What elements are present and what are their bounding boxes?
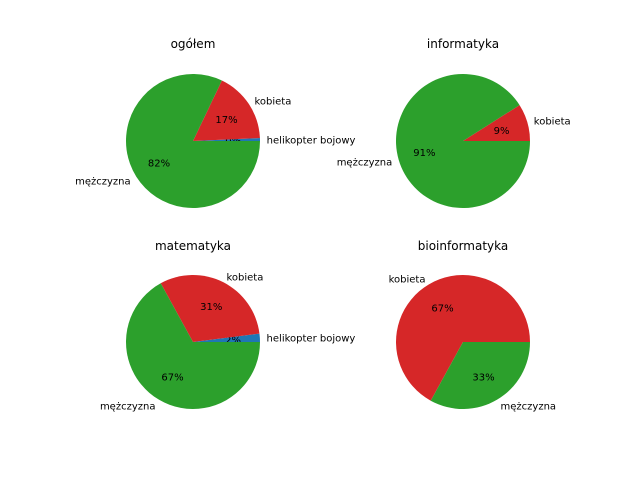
pie-slice	[463, 105, 530, 141]
slice-percent-label: 31%	[200, 302, 222, 313]
pie-chart-2: matematyka helikopter bojowy 2% kobieta 31% m…	[100, 239, 355, 412]
pie-slice	[160, 275, 260, 342]
pie-slice	[396, 275, 530, 401]
slice-percent-label: 67%	[161, 373, 183, 384]
slice-label: mężczyzna	[501, 401, 557, 412]
slice-percent-label: 2%	[225, 335, 241, 346]
slice-label: kobieta	[389, 275, 426, 286]
chart-title: ogółem	[171, 37, 216, 51]
slice-percent-label: 82%	[148, 158, 170, 169]
pie-chart-1: informatyka kobieta 9% mężczyzna 91%	[337, 37, 571, 209]
slice-percent-label: 17%	[215, 115, 237, 126]
chart-title: bioinformatyka	[418, 239, 508, 253]
pie-slice	[193, 138, 260, 141]
slice-label: helikopter bojowy	[267, 135, 356, 146]
chart-title: matematyka	[155, 239, 231, 253]
slice-label: mężczyzna	[100, 401, 156, 412]
pie-slice	[125, 73, 261, 208]
chart-title: informatyka	[427, 37, 499, 51]
slice-percent-label: 9%	[494, 126, 510, 137]
slice-percent-label: 91%	[413, 148, 435, 159]
slice-label: kobieta	[254, 96, 291, 107]
slice-label: mężczyzna	[75, 176, 131, 187]
pie-chart-3: bioinformatyka kobieta 67% mężczyzna 33%	[389, 239, 556, 412]
slice-label: kobieta	[226, 272, 263, 283]
pie-slice	[193, 80, 260, 141]
slice-label: mężczyzna	[337, 158, 393, 169]
pie-slice	[395, 74, 530, 209]
pie-slice	[125, 283, 260, 410]
slice-label: kobieta	[534, 116, 571, 127]
slice-label: helikopter bojowy	[267, 333, 356, 344]
slice-percent-label: 33%	[472, 373, 494, 384]
pie-slice	[430, 342, 530, 410]
slice-percent-label: 67%	[431, 303, 453, 314]
pie-slice	[193, 333, 260, 342]
